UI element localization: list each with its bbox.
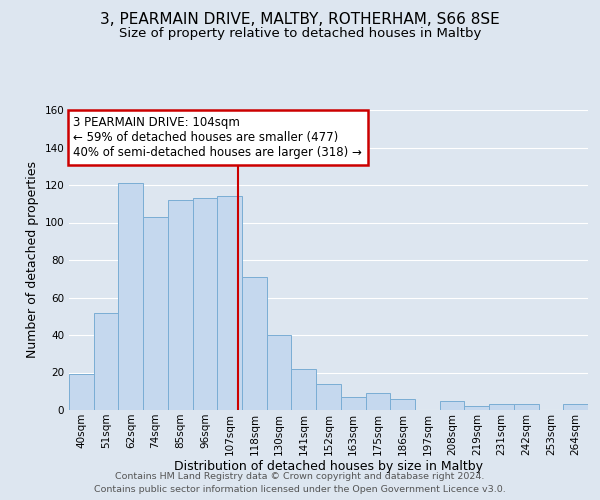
Y-axis label: Number of detached properties: Number of detached properties [26, 162, 39, 358]
Bar [118, 183, 143, 410]
Bar [69, 374, 94, 410]
Bar [94, 312, 118, 410]
Bar [390, 399, 415, 410]
Bar [341, 397, 365, 410]
Bar [316, 384, 341, 410]
Bar [440, 400, 464, 410]
Bar [292, 369, 316, 410]
Bar [267, 335, 292, 410]
Bar [193, 198, 217, 410]
Bar [489, 404, 514, 410]
Bar [514, 404, 539, 410]
Text: Contains HM Land Registry data © Crown copyright and database right 2024.: Contains HM Land Registry data © Crown c… [115, 472, 485, 481]
Bar [242, 277, 267, 410]
Text: Contains public sector information licensed under the Open Government Licence v3: Contains public sector information licen… [94, 485, 506, 494]
Bar [217, 196, 242, 410]
Bar [365, 393, 390, 410]
Text: Size of property relative to detached houses in Maltby: Size of property relative to detached ho… [119, 28, 481, 40]
Bar [563, 404, 588, 410]
Bar [464, 406, 489, 410]
X-axis label: Distribution of detached houses by size in Maltby: Distribution of detached houses by size … [174, 460, 483, 473]
Text: 3 PEARMAIN DRIVE: 104sqm
← 59% of detached houses are smaller (477)
40% of semi-: 3 PEARMAIN DRIVE: 104sqm ← 59% of detach… [73, 116, 362, 158]
Bar [168, 200, 193, 410]
Text: 3, PEARMAIN DRIVE, MALTBY, ROTHERHAM, S66 8SE: 3, PEARMAIN DRIVE, MALTBY, ROTHERHAM, S6… [100, 12, 500, 28]
Bar [143, 217, 168, 410]
